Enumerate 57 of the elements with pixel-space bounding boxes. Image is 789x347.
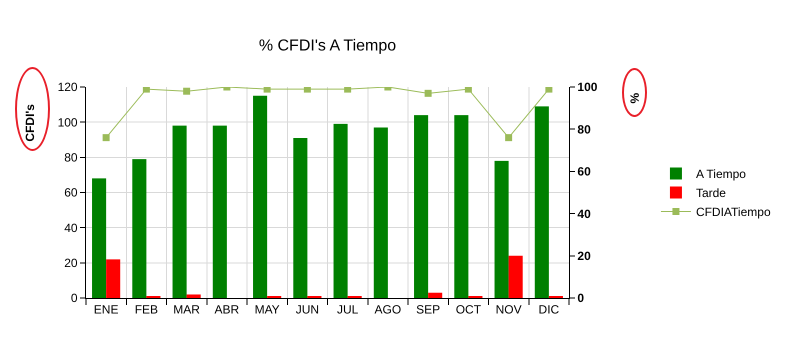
y-tick-label: 0	[70, 291, 78, 306]
y-tick-label: 20	[64, 256, 78, 270]
bar	[508, 256, 523, 298]
y2-tick-label: 0	[577, 291, 584, 306]
bar	[494, 160, 509, 298]
x-tick-label: SEP	[416, 302, 440, 316]
y-tick-label: 80	[64, 150, 78, 165]
bar	[132, 159, 146, 298]
point	[304, 87, 311, 93]
y2-tick-label: 80	[577, 122, 592, 136]
legend-label: A Tiempo	[696, 167, 746, 182]
point	[264, 87, 271, 93]
legend-label: Tarde	[696, 186, 726, 200]
point	[183, 88, 190, 95]
bar	[334, 124, 348, 298]
bar	[374, 127, 388, 298]
point	[505, 134, 512, 142]
point	[464, 87, 472, 93]
y-tick-label: 60	[64, 186, 78, 200]
bar	[454, 115, 468, 298]
bar	[212, 126, 227, 298]
point	[102, 134, 110, 142]
x-tick-label: OCT	[456, 302, 482, 316]
bar	[92, 178, 106, 298]
bar	[253, 96, 268, 298]
x-tick-label: ENE	[94, 302, 118, 316]
point	[344, 87, 352, 93]
point	[545, 87, 552, 93]
point	[424, 90, 432, 97]
y-tick-label: 100	[58, 115, 78, 130]
x-tick-label: JUN	[296, 302, 320, 316]
bar	[106, 259, 120, 298]
x-tick-label: JUL	[336, 302, 359, 316]
y-tick-label: 120	[58, 80, 78, 94]
chart-title: % CFDI's A Tiempo	[258, 38, 396, 55]
legend-label: CFDIATiempo	[696, 205, 771, 220]
bar	[293, 138, 308, 298]
point	[142, 87, 150, 93]
y-tick-label: 40	[64, 220, 78, 235]
y2-axis-title: %	[628, 92, 642, 104]
bar	[428, 292, 442, 298]
y-axis-title: CFDI's	[23, 104, 38, 142]
y2-tick-label: 60	[577, 164, 592, 179]
x-tick-label: AGO	[374, 302, 402, 316]
x-tick-label: MAY	[254, 302, 280, 316]
y2-tick-label: 20	[577, 249, 592, 263]
bar	[534, 106, 549, 298]
bar	[186, 294, 201, 298]
x-tick-label: DIC	[538, 302, 560, 316]
x-tick-label: NOV	[496, 302, 522, 316]
x-tick-label: ABR	[214, 302, 240, 316]
y2-tick-label: 40	[577, 206, 592, 221]
bar	[172, 126, 187, 298]
bar	[414, 115, 428, 298]
x-tick-label: FEB	[134, 302, 158, 316]
y2-tick-label: 100	[577, 80, 598, 94]
x-tick-label: MAR	[173, 302, 200, 316]
